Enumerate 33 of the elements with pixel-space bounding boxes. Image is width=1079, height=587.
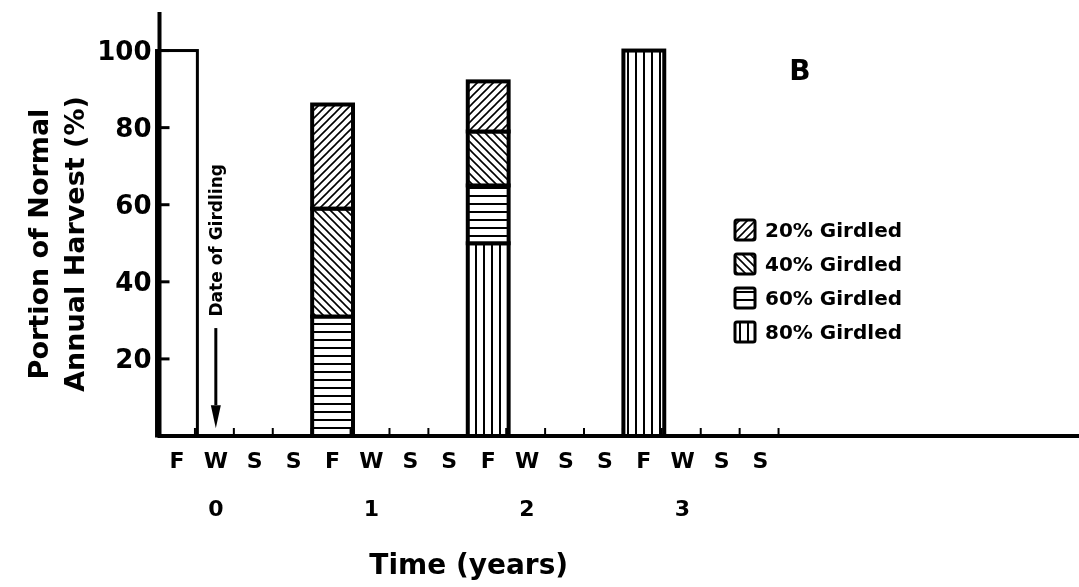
x-axis-title: Time (years) (369, 548, 569, 581)
x-tick-label: F (325, 448, 341, 473)
y-tick-label: 40 (115, 266, 152, 297)
x-tick-label: W (359, 448, 384, 473)
x-tick-label: S (752, 448, 769, 473)
x2-tick-label: 0 (208, 496, 224, 521)
legend-label: 40% Girdled (765, 252, 903, 276)
y-tick-label: 60 (115, 189, 152, 220)
x-tick-label: F (169, 448, 185, 473)
ref-line-label: Date of Girdling (205, 164, 226, 317)
x-tick-label: S (441, 448, 458, 473)
x-tick-label: W (670, 448, 695, 473)
x2-tick-label: 3 (674, 496, 691, 521)
y-tick-label: 20 (115, 344, 152, 375)
x-tick-label: F (636, 448, 652, 473)
x2-tick-label: 2 (519, 496, 535, 521)
legend-label: 80% Girdled (765, 320, 903, 344)
x-tick-label: S (285, 448, 302, 473)
legend-label: 20% Girdled (765, 218, 903, 242)
x-tick-label: S (402, 448, 419, 473)
text: B (789, 54, 811, 87)
x-tick-label: W (514, 448, 540, 473)
y-tick-label: 100 (97, 35, 152, 66)
x-tick-label: S (596, 448, 613, 473)
y-axis-title: Portion of Normal Annual Harvest (%) (23, 96, 90, 392)
x-tick-label: S (246, 448, 263, 473)
x-tick-label: W (203, 448, 228, 473)
x-tick-label: S (558, 448, 574, 473)
legend-label: 60% Girdled (765, 286, 903, 310)
x-tick-label: S (713, 448, 730, 473)
x-tick-label: F (480, 448, 496, 473)
y-tick-label: 80 (115, 112, 152, 143)
x2-tick-label: 1 (363, 496, 380, 521)
